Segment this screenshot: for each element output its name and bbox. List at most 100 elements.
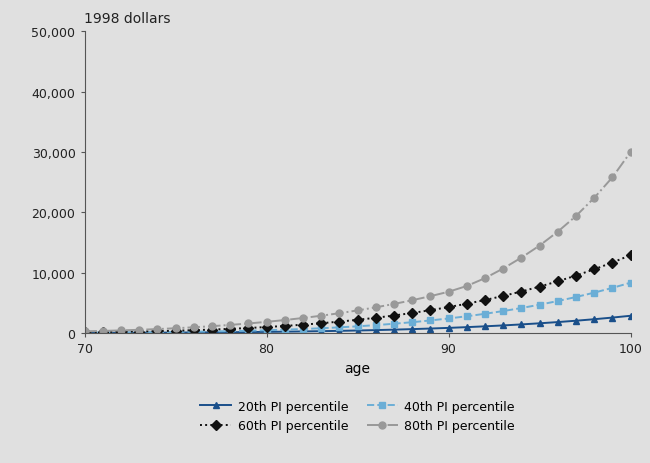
Legend: 20th PI percentile, 60th PI percentile, 40th PI percentile, 80th PI percentile: 20th PI percentile, 60th PI percentile, … bbox=[200, 400, 515, 432]
80th PI percentile bbox=[554, 230, 562, 235]
20th PI percentile bbox=[99, 330, 107, 336]
80th PI percentile bbox=[335, 311, 343, 316]
80th PI percentile bbox=[117, 328, 125, 333]
60th PI percentile bbox=[408, 311, 416, 316]
80th PI percentile bbox=[572, 214, 580, 219]
60th PI percentile bbox=[554, 279, 562, 284]
80th PI percentile bbox=[608, 175, 616, 181]
60th PI percentile bbox=[117, 329, 125, 335]
80th PI percentile bbox=[153, 326, 161, 332]
20th PI percentile bbox=[463, 325, 471, 330]
20th PI percentile bbox=[499, 323, 507, 328]
Line: 80th PI percentile: 80th PI percentile bbox=[81, 150, 634, 335]
20th PI percentile bbox=[572, 318, 580, 324]
60th PI percentile bbox=[463, 301, 471, 307]
60th PI percentile bbox=[608, 260, 616, 266]
60th PI percentile bbox=[244, 325, 252, 331]
20th PI percentile bbox=[281, 329, 289, 335]
20th PI percentile bbox=[627, 313, 634, 319]
80th PI percentile bbox=[590, 196, 598, 201]
60th PI percentile bbox=[445, 305, 452, 310]
Line: 20th PI percentile: 20th PI percentile bbox=[81, 313, 634, 337]
60th PI percentile bbox=[354, 317, 361, 323]
20th PI percentile bbox=[372, 328, 380, 333]
20th PI percentile bbox=[299, 329, 307, 334]
20th PI percentile bbox=[117, 330, 125, 336]
20th PI percentile bbox=[244, 330, 252, 335]
80th PI percentile bbox=[445, 289, 452, 295]
40th PI percentile bbox=[244, 328, 252, 334]
80th PI percentile bbox=[226, 322, 234, 328]
40th PI percentile bbox=[463, 314, 471, 319]
80th PI percentile bbox=[517, 255, 525, 261]
60th PI percentile bbox=[627, 253, 634, 258]
80th PI percentile bbox=[244, 321, 252, 326]
40th PI percentile bbox=[117, 330, 125, 336]
80th PI percentile bbox=[481, 276, 489, 282]
Text: 1998 dollars: 1998 dollars bbox=[84, 13, 171, 26]
80th PI percentile bbox=[135, 327, 143, 333]
40th PI percentile bbox=[608, 286, 616, 291]
60th PI percentile bbox=[481, 298, 489, 303]
80th PI percentile bbox=[536, 243, 543, 249]
Line: 40th PI percentile: 40th PI percentile bbox=[81, 280, 634, 337]
80th PI percentile bbox=[426, 294, 434, 300]
80th PI percentile bbox=[354, 308, 361, 313]
40th PI percentile bbox=[81, 330, 88, 336]
80th PI percentile bbox=[81, 329, 88, 334]
40th PI percentile bbox=[390, 321, 398, 327]
60th PI percentile bbox=[335, 319, 343, 325]
40th PI percentile bbox=[372, 323, 380, 328]
40th PI percentile bbox=[208, 329, 216, 335]
60th PI percentile bbox=[499, 294, 507, 299]
20th PI percentile bbox=[153, 330, 161, 336]
20th PI percentile bbox=[426, 326, 434, 332]
40th PI percentile bbox=[554, 299, 562, 304]
80th PI percentile bbox=[99, 328, 107, 334]
20th PI percentile bbox=[608, 315, 616, 321]
20th PI percentile bbox=[408, 326, 416, 332]
80th PI percentile bbox=[172, 326, 179, 332]
40th PI percentile bbox=[590, 290, 598, 296]
60th PI percentile bbox=[190, 328, 198, 333]
80th PI percentile bbox=[317, 313, 325, 319]
40th PI percentile bbox=[299, 326, 307, 332]
60th PI percentile bbox=[517, 289, 525, 294]
20th PI percentile bbox=[481, 324, 489, 329]
20th PI percentile bbox=[226, 330, 234, 335]
60th PI percentile bbox=[426, 308, 434, 313]
40th PI percentile bbox=[190, 329, 198, 335]
20th PI percentile bbox=[263, 329, 270, 335]
20th PI percentile bbox=[172, 330, 179, 336]
60th PI percentile bbox=[572, 273, 580, 279]
80th PI percentile bbox=[190, 325, 198, 331]
60th PI percentile bbox=[372, 315, 380, 321]
20th PI percentile bbox=[190, 330, 198, 336]
60th PI percentile bbox=[135, 329, 143, 335]
Line: 60th PI percentile: 60th PI percentile bbox=[81, 252, 634, 336]
20th PI percentile bbox=[354, 328, 361, 333]
20th PI percentile bbox=[390, 327, 398, 333]
40th PI percentile bbox=[408, 320, 416, 325]
80th PI percentile bbox=[463, 284, 471, 289]
80th PI percentile bbox=[408, 298, 416, 303]
80th PI percentile bbox=[627, 150, 634, 156]
60th PI percentile bbox=[226, 326, 234, 332]
80th PI percentile bbox=[372, 305, 380, 311]
80th PI percentile bbox=[263, 319, 270, 325]
20th PI percentile bbox=[208, 330, 216, 335]
80th PI percentile bbox=[281, 318, 289, 323]
40th PI percentile bbox=[499, 309, 507, 314]
60th PI percentile bbox=[208, 327, 216, 332]
60th PI percentile bbox=[81, 330, 88, 335]
40th PI percentile bbox=[536, 302, 543, 308]
60th PI percentile bbox=[281, 324, 289, 329]
80th PI percentile bbox=[499, 266, 507, 272]
40th PI percentile bbox=[281, 327, 289, 333]
20th PI percentile bbox=[517, 322, 525, 327]
40th PI percentile bbox=[226, 329, 234, 334]
80th PI percentile bbox=[299, 316, 307, 321]
20th PI percentile bbox=[445, 325, 452, 331]
20th PI percentile bbox=[335, 328, 343, 334]
40th PI percentile bbox=[445, 316, 452, 322]
